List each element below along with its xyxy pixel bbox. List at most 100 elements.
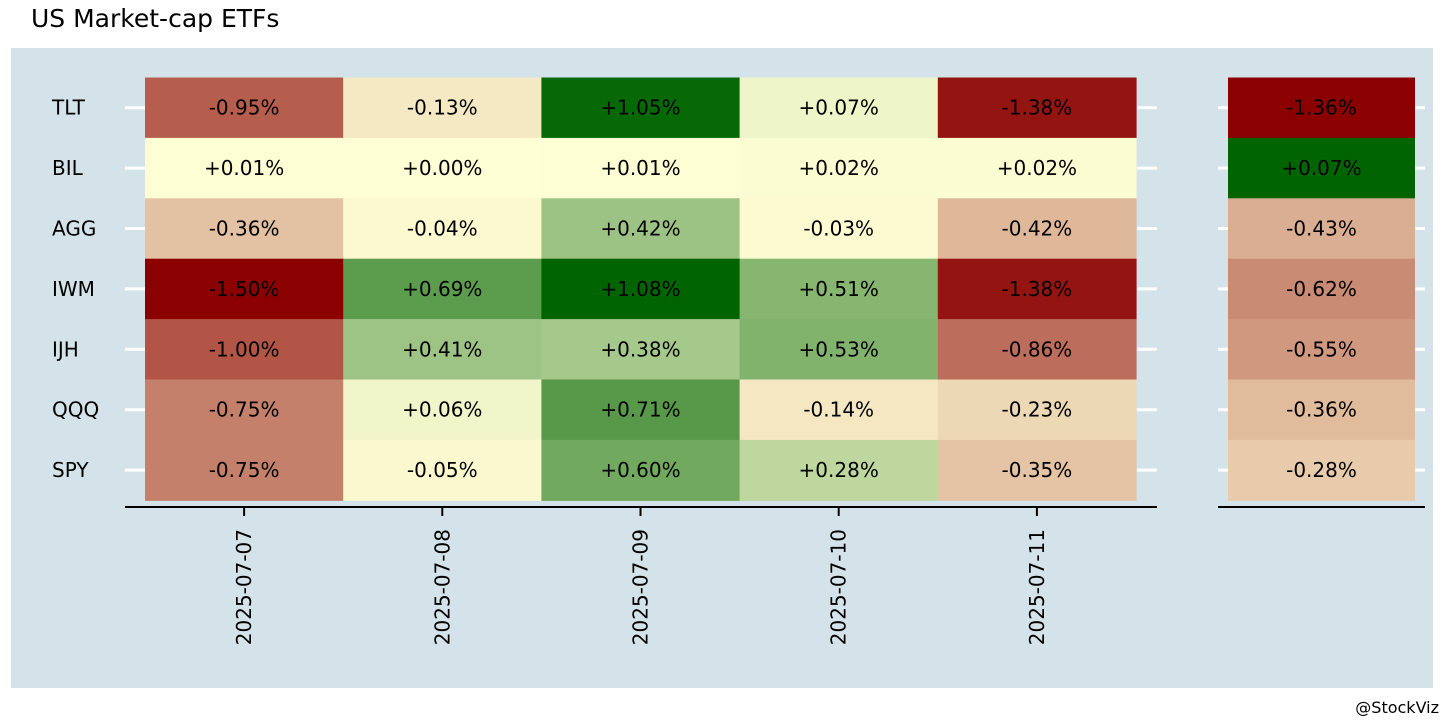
cell-value-label: +0.28% xyxy=(799,458,879,482)
cell-value-label: -0.36% xyxy=(209,217,280,241)
heatmap-chart: -0.95% -0.13% +1.05% +0.07% -1.38% +0.01% +0.0… xyxy=(51,77,1425,645)
summary-value-label: -1.36% xyxy=(1286,96,1357,120)
heatmap-cell xyxy=(541,77,741,139)
summary-value-label: +0.07% xyxy=(1281,156,1361,180)
heatmap-cell xyxy=(145,258,344,320)
heatmap-cell xyxy=(937,319,1137,381)
y-axis-label: SPY xyxy=(52,458,89,482)
cell-value-label: -0.75% xyxy=(209,458,280,482)
heatmap-cell xyxy=(739,439,939,501)
x-axis-label: 2025-07-08 xyxy=(430,529,454,645)
cell-value-label: -0.14% xyxy=(803,398,874,422)
chart-title: US Market-cap ETFs xyxy=(31,4,280,33)
heatmap-cell xyxy=(343,439,542,501)
cell-value-label: -0.13% xyxy=(407,96,478,120)
heatmap-cell xyxy=(343,258,542,320)
heatmap-cell xyxy=(541,319,741,381)
cell-value-label: +0.02% xyxy=(997,156,1077,180)
summary-cell xyxy=(1228,319,1415,381)
cell-value-label: -0.05% xyxy=(407,458,478,482)
cell-value-label: +0.00% xyxy=(402,156,482,180)
cell-value-label: +0.38% xyxy=(600,337,680,361)
heatmap-cell xyxy=(937,258,1137,320)
cell-value-label: -0.35% xyxy=(1002,458,1073,482)
cell-value-label: -1.38% xyxy=(1002,96,1073,120)
summary-cell xyxy=(1228,137,1415,199)
x-axis-label: 2025-07-11 xyxy=(1025,529,1049,645)
heatmap-cell xyxy=(541,258,741,320)
summary-value-label: -0.36% xyxy=(1286,398,1357,422)
summary-value-label: -0.62% xyxy=(1286,277,1357,301)
summary-cell xyxy=(1228,379,1415,441)
cell-value-label: +0.42% xyxy=(600,217,680,241)
cell-value-label: +0.51% xyxy=(799,277,879,301)
summary-cell xyxy=(1228,258,1415,320)
cell-value-label: +0.01% xyxy=(204,156,284,180)
heatmap-cell xyxy=(739,258,939,320)
heatmap-cell xyxy=(343,77,542,139)
x-axis-label: 2025-07-10 xyxy=(827,529,851,645)
cell-value-label: -0.04% xyxy=(407,217,478,241)
heatmap-cell xyxy=(739,198,939,260)
cell-value-label: +1.08% xyxy=(600,277,680,301)
y-axis-label: AGG xyxy=(52,217,96,241)
heatmap-cell xyxy=(739,77,939,139)
y-axis-label: BIL xyxy=(52,156,84,180)
summary-cell xyxy=(1228,77,1415,139)
heatmap-cell xyxy=(541,379,741,441)
plot-panel: -0.95% -0.13% +1.05% +0.07% -1.38% +0.01% +0.0… xyxy=(11,48,1433,688)
cell-value-label: +0.02% xyxy=(799,156,879,180)
heatmap-cell xyxy=(937,137,1137,199)
cell-value-label: -0.86% xyxy=(1002,337,1073,361)
y-axis-label: TLT xyxy=(51,96,86,120)
cell-value-label: +0.69% xyxy=(402,277,482,301)
cell-value-label: -0.95% xyxy=(209,96,280,120)
heatmap-cell xyxy=(145,198,344,260)
x-axis-label: 2025-07-07 xyxy=(232,529,256,645)
heatmap-cell xyxy=(145,77,344,139)
heatmap-cell xyxy=(937,77,1137,139)
cell-value-label: -0.75% xyxy=(209,398,280,422)
heatmap-cell xyxy=(937,439,1137,501)
heatmap-cell xyxy=(541,198,741,260)
cell-value-label: +0.41% xyxy=(402,337,482,361)
heatmap-cell xyxy=(145,319,344,381)
cell-value-label: -0.42% xyxy=(1002,217,1073,241)
cell-value-label: +0.53% xyxy=(799,337,879,361)
heatmap-cell xyxy=(739,379,939,441)
credit-text: @StockViz xyxy=(1355,698,1439,717)
summary-value-label: -0.55% xyxy=(1286,337,1357,361)
y-axis-label: IJH xyxy=(52,337,79,361)
y-axis-label: IWM xyxy=(52,277,95,301)
heatmap-cell xyxy=(541,439,741,501)
heatmap-cell xyxy=(739,137,939,199)
heatmap-cell xyxy=(145,439,344,501)
heatmap-cell xyxy=(343,137,542,199)
summary-value-label: -0.28% xyxy=(1286,458,1357,482)
x-axis-label: 2025-07-09 xyxy=(629,529,653,645)
summary-cell xyxy=(1228,198,1415,260)
heatmap-cell xyxy=(541,137,741,199)
cell-value-label: +0.06% xyxy=(402,398,482,422)
heatmap-cell xyxy=(343,319,542,381)
summary-cell xyxy=(1228,439,1415,501)
cell-value-label: +0.07% xyxy=(799,96,879,120)
cell-value-label: -1.00% xyxy=(209,337,280,361)
cell-value-label: +0.71% xyxy=(600,398,680,422)
cell-value-label: +1.05% xyxy=(600,96,680,120)
y-axis-label: QQQ xyxy=(52,398,99,422)
heatmap-cell xyxy=(145,137,344,199)
cell-value-label: -1.38% xyxy=(1002,277,1073,301)
heatmap-cell xyxy=(343,379,542,441)
cell-value-label: -0.03% xyxy=(803,217,874,241)
heatmap-cell xyxy=(937,198,1137,260)
heatmap-cell xyxy=(937,379,1137,441)
cell-value-label: +0.60% xyxy=(600,458,680,482)
heatmap-cell xyxy=(739,319,939,381)
summary-value-label: -0.43% xyxy=(1286,217,1357,241)
cell-value-label: -1.50% xyxy=(209,277,280,301)
cell-value-label: +0.01% xyxy=(600,156,680,180)
cell-value-label: -0.23% xyxy=(1002,398,1073,422)
heatmap-cell xyxy=(145,379,344,441)
heatmap-cell xyxy=(343,198,542,260)
